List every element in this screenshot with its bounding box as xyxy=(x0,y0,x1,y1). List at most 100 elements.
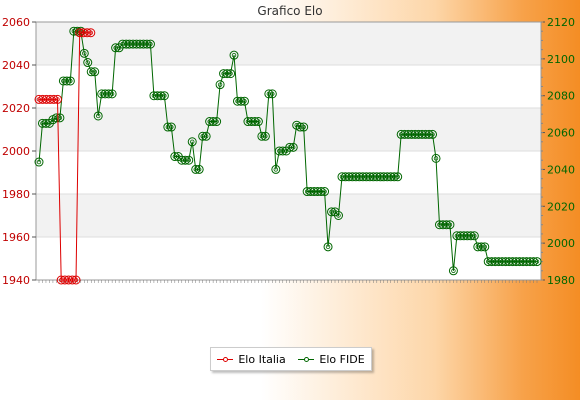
data-point-fide xyxy=(515,257,525,267)
data-point-fide xyxy=(226,69,236,79)
right-axis-tick-label: 1980 xyxy=(547,274,575,287)
data-point-italia xyxy=(86,28,96,38)
data-point-fide xyxy=(400,129,410,139)
data-point-fide xyxy=(320,187,330,197)
data-point-inner-fide xyxy=(36,159,42,165)
data-point-fide xyxy=(271,164,281,174)
data-point-fide xyxy=(333,211,343,220)
data-point-fide xyxy=(434,220,444,230)
data-point-fide xyxy=(41,118,51,128)
data-point-fide xyxy=(79,48,89,58)
data-point-italia xyxy=(67,275,77,285)
data-point-inner-fide xyxy=(169,124,174,130)
data-point-fide xyxy=(410,129,420,139)
data-point-italia xyxy=(56,275,66,285)
data-point-inner-fide xyxy=(228,71,233,76)
data-point-inner-fide xyxy=(482,244,487,250)
data-point-fide xyxy=(532,257,542,267)
data-point-italia xyxy=(38,94,48,104)
data-point-inner-fide xyxy=(472,233,477,238)
data-point-fide xyxy=(316,187,326,197)
data-point-italia xyxy=(78,28,88,38)
data-point-italia xyxy=(75,28,85,38)
data-point-inner-fide xyxy=(273,167,279,172)
data-point-fide xyxy=(253,117,263,127)
data-point-fide xyxy=(365,172,375,182)
data-point-fide xyxy=(323,242,333,252)
data-point-fide xyxy=(267,89,277,99)
data-point-fide xyxy=(125,39,135,49)
data-point-fide xyxy=(511,257,521,267)
data-point-inner-fide xyxy=(336,213,341,218)
plot-band xyxy=(36,108,541,151)
data-point-fide xyxy=(428,129,438,139)
left-axis-tick-label: 2020 xyxy=(2,102,30,115)
data-point-inner-fide xyxy=(263,134,268,139)
data-point-fide xyxy=(233,96,243,106)
data-point-fide xyxy=(128,39,138,49)
data-point-fide xyxy=(522,257,532,267)
left-axis-tick-label: 1960 xyxy=(2,231,30,244)
data-point-inner-fide xyxy=(186,158,191,163)
data-point-fide xyxy=(212,117,222,127)
data-point-inner-fide xyxy=(325,244,331,250)
data-point-fide xyxy=(257,131,267,141)
data-point-inner-fide xyxy=(190,139,195,144)
data-point-fide xyxy=(135,39,145,49)
data-point-fide xyxy=(302,187,312,197)
data-point-fide xyxy=(438,220,448,230)
plot-band xyxy=(36,22,541,65)
data-point-inner-fide xyxy=(203,134,209,139)
data-point-fide xyxy=(152,91,162,101)
legend-label-fide: Elo FIDE xyxy=(319,352,365,366)
data-point-inner-fide xyxy=(433,156,439,161)
data-point-italia xyxy=(60,275,70,285)
data-point-fide xyxy=(483,257,493,267)
data-point-inner-fide xyxy=(92,69,97,74)
data-point-fide xyxy=(184,155,194,165)
data-point-inner-fide xyxy=(256,119,261,124)
data-point-fide xyxy=(97,89,107,99)
data-point-fide xyxy=(250,117,260,127)
data-point-inner-fide xyxy=(242,99,247,104)
data-point-fide xyxy=(159,91,169,101)
data-point-fide xyxy=(417,129,427,139)
data-point-fide xyxy=(497,257,507,267)
data-point-fide xyxy=(487,257,497,267)
data-point-fide xyxy=(86,67,96,77)
data-point-fide xyxy=(504,257,514,267)
data-point-fide xyxy=(246,117,256,127)
left-axis-tick-label: 1940 xyxy=(2,274,30,287)
data-point-inner-fide xyxy=(68,78,73,84)
right-axis-tick-label: 2060 xyxy=(547,127,575,140)
data-point-fide xyxy=(58,76,68,86)
data-point-fide xyxy=(166,122,176,132)
data-point-italia xyxy=(34,94,44,104)
data-point-fide xyxy=(299,122,309,132)
data-point-italia xyxy=(71,275,81,285)
data-point-inner-italia xyxy=(73,277,79,283)
left-axis-tick-label: 1980 xyxy=(2,188,30,201)
data-point-fide xyxy=(177,155,187,165)
data-point-inner-fide xyxy=(322,189,327,194)
data-point-fide xyxy=(187,137,197,147)
data-point-fide xyxy=(382,172,392,182)
legend-swatch-fide xyxy=(298,355,315,363)
left-axis-tick-label: 2040 xyxy=(2,59,30,72)
data-point-fide xyxy=(69,26,79,36)
data-point-fide xyxy=(490,257,500,267)
data-point-fide xyxy=(306,187,316,197)
legend-entry-italia: Elo Italia xyxy=(217,353,286,366)
chart-title: Grafico Elo xyxy=(257,4,323,18)
data-point-fide xyxy=(459,231,469,241)
data-point-fide xyxy=(344,172,354,182)
data-point-inner-fide xyxy=(270,91,275,97)
data-point-fide xyxy=(452,231,462,241)
legend-entry-fide: Elo FIDE xyxy=(298,352,365,366)
data-point-fide xyxy=(83,58,93,68)
data-point-italia xyxy=(49,94,59,104)
data-point-fide xyxy=(407,129,417,139)
data-point-fide xyxy=(431,153,441,163)
